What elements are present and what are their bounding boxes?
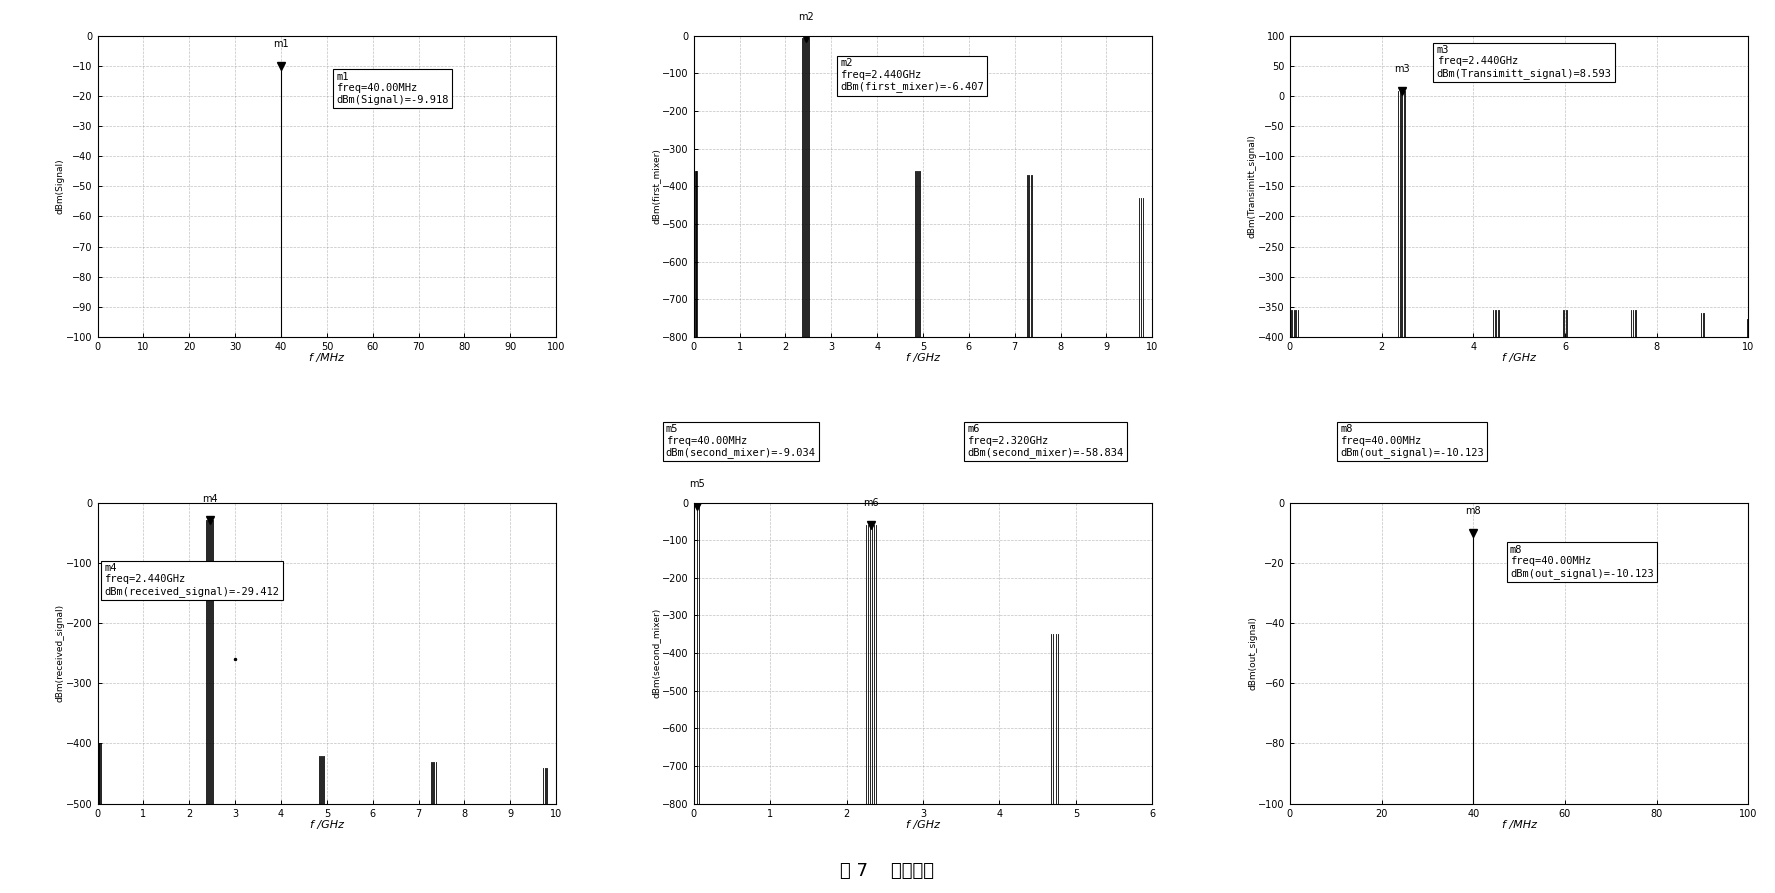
Text: m5
freq=40.00MHz
dBm(second_mixer)=-9.034: m5 freq=40.00MHz dBm(second_mixer)=-9.03… bbox=[666, 424, 816, 458]
Y-axis label: dBm(out_signal): dBm(out_signal) bbox=[1248, 616, 1257, 690]
Text: m8
freq=40.00MHz
dBm(out_signal)=-10.123: m8 freq=40.00MHz dBm(out_signal)=-10.123 bbox=[1340, 424, 1484, 458]
X-axis label: f /MHz: f /MHz bbox=[1502, 820, 1537, 830]
Text: m4
freq=2.440GHz
dBm(received_signal)=-29.412: m4 freq=2.440GHz dBm(received_signal)=-2… bbox=[105, 563, 279, 597]
Text: m6: m6 bbox=[863, 498, 879, 508]
X-axis label: f /GHz: f /GHz bbox=[311, 820, 344, 830]
X-axis label: f /GHz: f /GHz bbox=[905, 353, 941, 363]
Y-axis label: dBm(first_mixer): dBm(first_mixer) bbox=[651, 148, 660, 224]
Y-axis label: dBm(Signal): dBm(Signal) bbox=[55, 158, 66, 214]
Y-axis label: dBm(received_signal): dBm(received_signal) bbox=[55, 604, 64, 702]
Y-axis label: dBm(second_mixer): dBm(second_mixer) bbox=[651, 608, 660, 698]
Text: m1: m1 bbox=[273, 39, 289, 49]
Text: m2
freq=2.440GHz
dBm(first_mixer)=-6.407: m2 freq=2.440GHz dBm(first_mixer)=-6.407 bbox=[841, 58, 983, 92]
Text: m5: m5 bbox=[689, 480, 705, 489]
Text: m3: m3 bbox=[1393, 64, 1409, 74]
Text: m3
freq=2.440GHz
dBm(Transimitt_signal)=8.593: m3 freq=2.440GHz dBm(Transimitt_signal)=… bbox=[1436, 45, 1612, 79]
Text: m2: m2 bbox=[797, 12, 813, 21]
Y-axis label: dBm(Transimitt_signal): dBm(Transimitt_signal) bbox=[1248, 134, 1257, 238]
Text: m6
freq=2.320GHz
dBm(second_mixer)=-58.834: m6 freq=2.320GHz dBm(second_mixer)=-58.8… bbox=[967, 424, 1124, 458]
Text: m1
freq=40.00MHz
dBm(Signal)=-9.918: m1 freq=40.00MHz dBm(Signal)=-9.918 bbox=[335, 71, 449, 105]
Text: m4: m4 bbox=[202, 494, 217, 504]
Text: m8: m8 bbox=[1466, 506, 1480, 516]
Text: m8
freq=40.00MHz
dBm(out_signal)=-10.123: m8 freq=40.00MHz dBm(out_signal)=-10.123 bbox=[1511, 545, 1654, 579]
X-axis label: f /GHz: f /GHz bbox=[905, 820, 941, 830]
Text: 图 7    仿真结果: 图 7 仿真结果 bbox=[841, 862, 934, 880]
X-axis label: f /MHz: f /MHz bbox=[309, 353, 344, 363]
X-axis label: f /GHz: f /GHz bbox=[1502, 353, 1535, 363]
